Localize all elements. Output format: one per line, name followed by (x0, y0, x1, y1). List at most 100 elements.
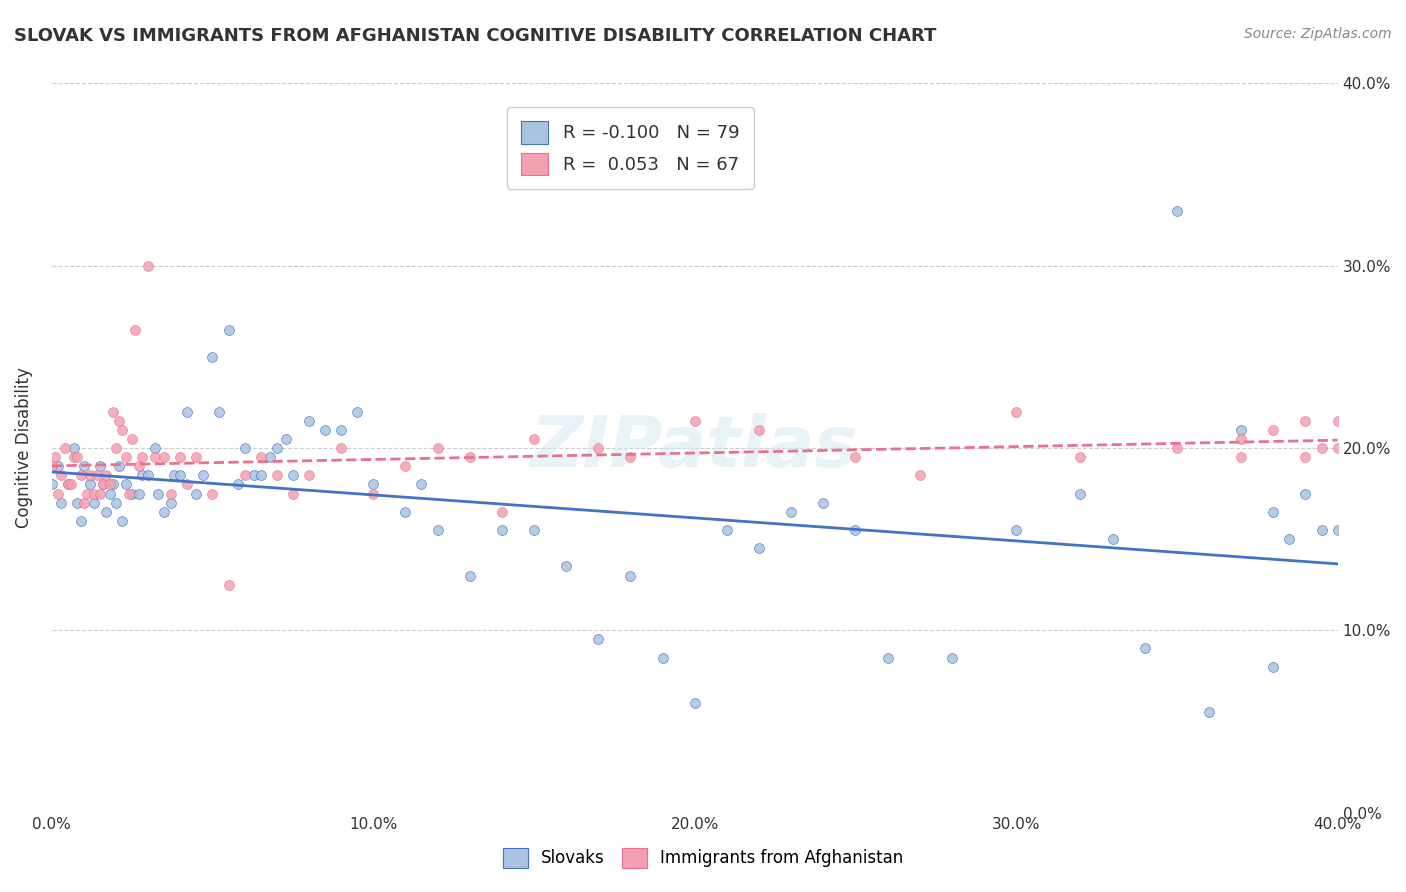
Point (330, 441, 353, 455)
Point (748, 541, 770, 556)
Point (1263, 659, 1285, 673)
Point (876, 650, 898, 665)
Point (89, 459, 111, 474)
Point (233, 468, 256, 483)
Legend: Slovaks, Immigrants from Afghanistan: Slovaks, Immigrants from Afghanistan (496, 841, 910, 875)
Point (586, 441, 609, 455)
Point (276, 432, 298, 446)
Text: Source: ZipAtlas.com: Source: ZipAtlas.com (1244, 27, 1392, 41)
Point (1198, 706, 1220, 720)
Point (83, 486, 105, 500)
Point (105, 441, 128, 455)
Point (1263, 423, 1285, 437)
Point (1278, 532, 1301, 546)
Point (346, 404, 368, 418)
Point (1263, 505, 1285, 519)
Point (361, 486, 384, 500)
Point (69, 468, 91, 483)
Point (233, 441, 256, 455)
Point (813, 496, 835, 510)
Point (101, 404, 124, 418)
Point (1295, 450, 1317, 464)
Point (79, 477, 101, 491)
Point (41, 459, 63, 474)
Point (1005, 404, 1028, 418)
Point (96, 468, 118, 483)
Point (143, 441, 166, 455)
Point (1166, 204, 1188, 219)
Point (176, 477, 198, 491)
Point (79, 468, 101, 483)
Point (105, 496, 128, 510)
Point (266, 468, 288, 483)
Point (226, 477, 249, 491)
Point (89, 486, 111, 500)
Point (844, 450, 866, 464)
Point (121, 432, 143, 446)
Point (73, 496, 96, 510)
Point (153, 450, 176, 464)
Point (844, 523, 866, 537)
Point (91, 477, 114, 491)
Point (86, 468, 108, 483)
Point (159, 496, 181, 510)
Point (1230, 432, 1253, 446)
Point (908, 468, 931, 483)
Point (523, 523, 546, 537)
Point (1295, 486, 1317, 500)
Point (60, 477, 83, 491)
Point (201, 350, 224, 364)
Point (458, 450, 481, 464)
Point (394, 459, 416, 474)
Point (98, 477, 121, 491)
Point (218, 577, 240, 591)
Point (330, 423, 353, 437)
Point (114, 450, 136, 464)
Point (51, 468, 73, 483)
Point (426, 441, 449, 455)
Text: ZIPatlas: ZIPatlas (531, 414, 859, 483)
Point (1310, 441, 1333, 455)
Legend: R = -0.100   N = 79, R =  0.053   N = 67: R = -0.100 N = 79, R = 0.053 N = 67 (508, 107, 754, 189)
Point (76, 486, 98, 500)
Point (491, 523, 513, 537)
Point (114, 477, 136, 491)
Point (46, 486, 69, 500)
Point (63, 450, 86, 464)
Point (1230, 450, 1253, 464)
Point (176, 404, 198, 418)
Point (153, 505, 176, 519)
Point (523, 432, 546, 446)
Point (1326, 414, 1348, 428)
Point (169, 450, 191, 464)
Point (716, 523, 738, 537)
Point (298, 468, 321, 483)
Y-axis label: Cognitive Disability: Cognitive Disability (15, 368, 32, 528)
Point (748, 423, 770, 437)
Point (555, 559, 578, 574)
Point (651, 650, 673, 665)
Point (1101, 532, 1123, 546)
Point (118, 486, 141, 500)
Point (249, 450, 271, 464)
Point (73, 459, 96, 474)
Point (46, 459, 69, 474)
Point (186, 450, 208, 464)
Point (191, 468, 214, 483)
Point (163, 468, 186, 483)
Point (361, 477, 384, 491)
Point (683, 696, 706, 710)
Point (208, 404, 231, 418)
Point (201, 486, 224, 500)
Point (314, 423, 336, 437)
Point (411, 477, 433, 491)
Point (298, 414, 321, 428)
Point (1295, 414, 1317, 428)
Point (683, 414, 706, 428)
Point (131, 450, 153, 464)
Point (218, 322, 240, 336)
Point (56, 477, 79, 491)
Point (108, 459, 131, 474)
Point (586, 632, 609, 647)
Point (44, 450, 66, 464)
